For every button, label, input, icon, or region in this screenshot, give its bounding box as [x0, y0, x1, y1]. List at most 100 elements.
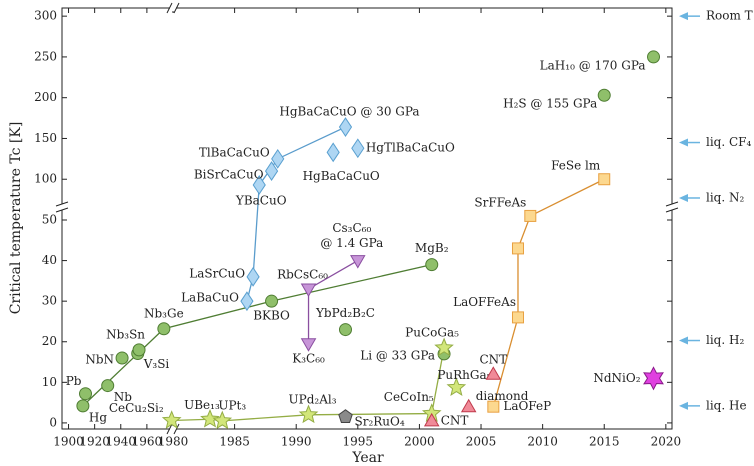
data-point	[434, 337, 454, 357]
x-tick-label: 1985	[219, 435, 250, 449]
axis-break	[166, 423, 173, 435]
data-point	[115, 351, 129, 365]
point-label: PuCoGa₅	[405, 325, 459, 339]
data-point	[643, 366, 664, 391]
trend-line	[171, 347, 445, 422]
data-point	[598, 173, 611, 186]
point-label: CeCoIn₅	[384, 390, 434, 404]
x-tick-label: 1995	[343, 435, 374, 449]
data-point	[446, 377, 467, 396]
point-label: Li @ 33 GPa	[360, 348, 435, 362]
point-label: HgBaCaCuO	[303, 169, 380, 183]
point-label: K₃C₆₀	[292, 351, 325, 365]
data-point	[298, 404, 319, 424]
data-point	[264, 161, 279, 181]
axis-break	[170, 5, 176, 11]
x-axis-label: Year	[351, 450, 384, 466]
data-point	[338, 323, 352, 337]
data-point	[351, 138, 365, 159]
ref-label: liq. He	[706, 398, 747, 412]
x-tick-label: 1960	[132, 435, 163, 449]
point-label: H₂S @ 155 GPa	[503, 97, 597, 111]
point-label: LaH₁₀ @ 170 GPa	[540, 58, 646, 72]
point-label: LaBaCuO	[181, 291, 239, 305]
data-point	[300, 338, 317, 352]
axis-break	[665, 207, 679, 213]
point-label: RbCsC₆₀	[277, 267, 328, 281]
ref-arrowhead	[679, 401, 688, 410]
axis-break	[166, 2, 173, 14]
y-axis-label: Critical temperature Tc [K]	[8, 122, 24, 315]
ref-arrowhead	[679, 138, 688, 147]
point-label: LaSrCuO	[189, 266, 245, 280]
point-label: CNT	[441, 413, 469, 427]
point-label: HgTlBaCaCuO	[366, 141, 455, 155]
ref-arrowhead	[679, 193, 688, 202]
x-tick-label: 2010	[527, 435, 558, 449]
trend-line	[82, 264, 432, 407]
point-label: Pb	[66, 374, 82, 388]
data-point	[338, 409, 353, 423]
ref-label: liq. H₂	[706, 333, 744, 347]
y-tick-label: 100	[34, 172, 57, 186]
point-label: FeSe lm	[551, 159, 601, 173]
ref-label: liq. N₂	[706, 190, 744, 204]
point-label: Cs₃C₆₀	[332, 221, 371, 235]
ref-label: liq. CF₄	[706, 135, 751, 149]
point-label: LaOFFeAs	[453, 295, 516, 309]
y-tick-label: 10	[42, 375, 57, 389]
data-point	[246, 266, 260, 287]
y-tick-label: 20	[42, 334, 57, 348]
point-label: SrFFeAs	[474, 195, 526, 209]
data-point	[200, 408, 220, 428]
data-point	[460, 398, 477, 413]
data-point	[132, 343, 146, 357]
point-label: CeCu₂Si₂	[109, 401, 164, 415]
point-label: UBe₁₃	[184, 398, 220, 412]
y-tick-label: 30	[42, 294, 57, 308]
axis-break	[669, 204, 675, 210]
point-label: Hg	[89, 410, 107, 424]
point-label: HgBaCaCuO @ 30 GPa	[279, 105, 419, 119]
point-label: PuRhGa₅	[437, 368, 491, 382]
point-label: diamond	[476, 389, 529, 403]
y-tick-label: 250	[34, 49, 57, 63]
axis-break	[173, 423, 180, 435]
data-point	[338, 117, 353, 137]
point-label: BKBO	[253, 309, 290, 323]
axis-break	[170, 426, 176, 432]
y-tick-label: 0	[49, 415, 57, 429]
data-point	[647, 50, 661, 64]
x-tick-label: 1990	[281, 435, 312, 449]
point-label: Nb₃Sn	[106, 327, 145, 341]
data-point	[511, 311, 524, 324]
x-tick-label: 2000	[404, 435, 435, 449]
trend-line	[492, 178, 605, 407]
data-point	[265, 294, 279, 308]
point-label: Nb₃Ge	[144, 306, 184, 320]
point-label: Nb	[114, 390, 132, 404]
y-tick-label: 40	[42, 253, 57, 267]
data-point	[350, 255, 366, 269]
data-point	[425, 258, 439, 272]
ref-arrowhead	[679, 336, 688, 345]
data-point	[487, 400, 500, 413]
data-point	[597, 88, 611, 102]
point-label: V₃Si	[143, 357, 170, 371]
point-label: UPd₂Al₃	[289, 392, 337, 406]
x-tick-label: 2005	[466, 435, 497, 449]
data-point	[240, 291, 254, 312]
axis-break	[665, 201, 679, 207]
point-label: MgB₂	[415, 241, 449, 255]
point-label: NbN	[85, 352, 114, 366]
x-tick-label: 2015	[589, 435, 620, 449]
y-tick-label: 150	[34, 131, 57, 145]
y-tick-label: 300	[34, 9, 57, 23]
point-label: YBaCuO	[235, 193, 287, 207]
data-point	[271, 148, 285, 169]
data-point	[76, 399, 90, 413]
point-label: UPt₃	[218, 398, 246, 412]
data-point	[511, 242, 524, 255]
x-tick-label: 1940	[105, 435, 136, 449]
